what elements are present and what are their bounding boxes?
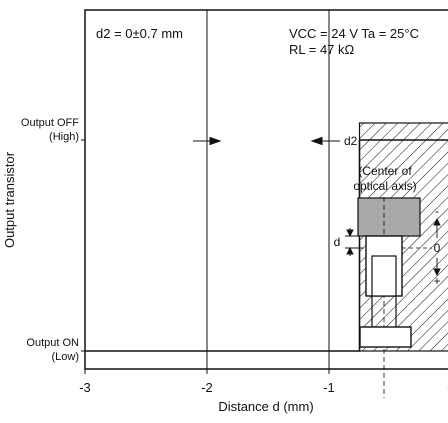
sensor-base	[359, 326, 412, 348]
d-dimension-label: d	[334, 235, 341, 249]
x-tick-label: -2	[201, 380, 213, 395]
x-tick-label: -1	[323, 380, 335, 395]
y-level-on-label: Output ON	[26, 337, 79, 349]
center-axis-label-2: optical axis)	[353, 179, 416, 193]
d-dimension-arrows	[345, 228, 362, 256]
x-axis-label: Distance d (mm)	[218, 399, 313, 414]
scale-plus: +	[433, 274, 440, 288]
plot-frame	[84, 9, 448, 370]
d2-condition: d2 = 0±0.7 mm	[96, 26, 183, 41]
rl-condition: RL = 47 kΩ	[289, 42, 355, 57]
sensor-illustration	[346, 197, 432, 398]
x-tick-label: -3	[79, 380, 91, 395]
scale-minus: -	[435, 204, 439, 218]
sensor-inner	[371, 255, 397, 297]
vcc-ta-condition: VCC = 24 V Ta = 25°C	[289, 26, 419, 41]
d2-marker-label: d2	[344, 134, 358, 148]
output-state-line	[85, 139, 448, 352]
sensor-shaded-block	[357, 197, 421, 237]
center-axis-label-1: (Center of	[358, 164, 412, 178]
d2-dimension-arrows	[193, 136, 340, 146]
y-level-off-sublabel: (High)	[49, 131, 79, 143]
scale-zero: 0	[434, 241, 441, 255]
grid-layer	[206, 10, 330, 369]
scale-arrows	[433, 217, 441, 277]
y-level-on-sublabel: (Low)	[51, 351, 79, 363]
y-level-off-label: Output OFF	[21, 117, 79, 129]
y-axis-label: Output transistor	[2, 151, 17, 248]
